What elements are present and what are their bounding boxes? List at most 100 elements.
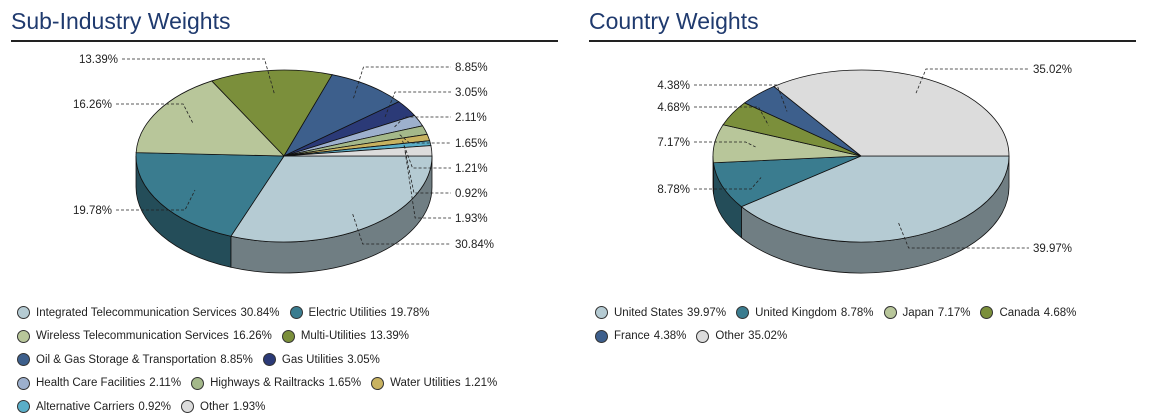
- pie-top: [712, 69, 1010, 243]
- leader-line: [122, 58, 275, 95]
- leader-line: [384, 91, 451, 118]
- legend-item-integrated-telecommunication-services[interactable]: Integrated Telecommunication Services 30.…: [17, 306, 280, 320]
- legend-value: 1.65%: [328, 377, 362, 390]
- legend-value: 7.17%: [937, 306, 971, 319]
- legend-value: 16.26%: [232, 330, 272, 343]
- legend-value: 30.84%: [240, 306, 280, 319]
- legend-item-water-utilities[interactable]: Water Utilities 1.21%: [371, 376, 498, 390]
- legend-item-other[interactable]: Other 35.02%: [696, 329, 787, 343]
- legend-swatch-icon: [980, 306, 994, 320]
- legend-swatch-icon: [262, 353, 276, 367]
- sub-industry-pie-chart: 8.85% 3.05% 2.11% 1.65% 1.21% 0.92% 1.93% 30.84…: [73, 54, 494, 274]
- pie-labels: 35.02% 39.97% 4.38% 4.68% 7.17% 8.78%: [657, 64, 1072, 255]
- country-legend: United States 39.97% United Kingdom 8.78% Ja…: [595, 301, 1155, 348]
- pie-slice-wireless-telecommunication-services[interactable]: [135, 80, 285, 157]
- slice-label-united-states: 39.97%: [1033, 243, 1072, 255]
- legend-value: 4.68%: [1043, 306, 1077, 319]
- legend-swatch-icon: [191, 376, 205, 390]
- leader-line: [116, 189, 196, 211]
- legend-item-alternative-carriers[interactable]: Alternative Carriers 0.92%: [17, 400, 172, 414]
- legend-swatch-icon: [181, 400, 195, 414]
- slice-label-highways-and-railtracks: 1.65%: [455, 138, 488, 150]
- legend-item-united-states[interactable]: United States 39.97%: [595, 306, 726, 320]
- slice-label-alternative-carriers: 0.92%: [455, 188, 488, 200]
- leader-line: [694, 177, 762, 190]
- legend-swatch-icon: [289, 306, 303, 320]
- legend-swatch-icon: [17, 353, 30, 367]
- leader-line: [353, 66, 451, 99]
- leader-line: [404, 151, 451, 219]
- legend-swatch-icon: [17, 400, 30, 414]
- leader-line: [403, 145, 451, 194]
- legend-swatch-icon: [883, 306, 897, 320]
- legend-label: Water Utilities: [390, 377, 461, 390]
- legend-item-united-kingdom[interactable]: United Kingdom 8.78%: [736, 306, 874, 320]
- legend-label: Other: [200, 400, 229, 413]
- country-panel: Country Weights 35.02% 39.97% 4.38% 4.68% 7.…: [578, 0, 1172, 420]
- pie-top: [135, 69, 433, 243]
- legend-item-highways-and-railtracks[interactable]: Highways & Railtracks 1.65%: [191, 376, 362, 390]
- legend-row: France 4.38% Other 35.02%: [595, 325, 1155, 349]
- slice-label-health-care-facilities: 2.11%: [455, 112, 487, 124]
- legend-swatch-icon: [371, 376, 385, 390]
- legend-label: Canada: [999, 306, 1040, 319]
- slice-label-electric-utilities: 19.78%: [73, 205, 112, 217]
- sub-industry-title: Sub-Industry Weights: [11, 8, 231, 34]
- legend-item-canada[interactable]: Canada 4.68%: [980, 306, 1077, 320]
- legend-item-oil-and-gas-storage-and-transportation[interactable]: Oil & Gas Storage & Transportation 8.85%: [17, 353, 253, 367]
- pie-slice-other[interactable]: [773, 69, 1010, 157]
- legend-label: Oil & Gas Storage & Transportation: [36, 353, 217, 366]
- legend-label: Health Care Facilities: [36, 377, 146, 390]
- slice-label-canada: 4.68%: [657, 102, 690, 114]
- legend-label: Electric Utilities: [308, 306, 387, 319]
- legend-value: 8.85%: [220, 353, 253, 366]
- legend-swatch-icon: [17, 306, 30, 320]
- legend-item-gas-utilities[interactable]: Gas Utilities 3.05%: [262, 353, 380, 367]
- pie-slice-electric-utilities[interactable]: [135, 152, 285, 237]
- legend-label: Highways & Railtracks: [210, 377, 325, 390]
- legend-label: Integrated Telecommunication Services: [36, 306, 237, 319]
- legend-item-electric-utilities[interactable]: Electric Utilities 19.78%: [289, 306, 430, 320]
- legend-value: 1.21%: [464, 377, 498, 390]
- pie-slice-multi-utilities[interactable]: [211, 69, 333, 157]
- slice-label-oil-and-gas-storage-and-transportation: 8.85%: [455, 62, 488, 74]
- legend-label: France: [614, 330, 650, 343]
- legend-item-other[interactable]: Other 1.93%: [181, 400, 266, 414]
- legend-swatch-icon: [696, 329, 710, 343]
- sub-industry-panel: Sub-Industry Weights 8.85% 3.05% 2.11% 1.65…: [0, 0, 570, 420]
- legend-swatch-icon: [595, 306, 608, 320]
- legend-item-health-care-facilities[interactable]: Health Care Facilities 2.11%: [17, 376, 181, 390]
- leader-line: [399, 134, 451, 144]
- slice-label-gas-utilities: 3.05%: [455, 87, 488, 99]
- legend-row: Integrated Telecommunication Services 30.…: [17, 301, 562, 325]
- legend-item-france[interactable]: France 4.38%: [595, 329, 686, 343]
- legend-swatch-icon: [595, 329, 608, 343]
- slice-label-japan: 7.17%: [657, 137, 690, 149]
- pie-slice-oil-and-gas-storage-and-transportation[interactable]: [282, 74, 400, 157]
- slice-label-multi-utilities: 13.39%: [79, 54, 118, 66]
- legend-item-multi-utilities[interactable]: Multi-Utilities 13.39%: [281, 329, 410, 343]
- slice-label-wireless-telecommunication-services: 16.26%: [73, 99, 112, 111]
- legend-row: United States 39.97% United Kingdom 8.78% Ja…: [595, 301, 1155, 325]
- pie-slice-united-kingdom[interactable]: [713, 155, 862, 208]
- country-pie-chart: 35.02% 39.97% 4.38% 4.68% 7.17% 8.78%: [657, 64, 1072, 274]
- pie-slice-united-states[interactable]: [740, 155, 1010, 243]
- country-title: Country Weights: [589, 8, 759, 34]
- legend-swatch-icon: [17, 376, 30, 390]
- legend-value: 1.93%: [232, 400, 266, 413]
- pie-slice-other[interactable]: [283, 145, 433, 157]
- leader-line: [116, 103, 194, 124]
- legend-label: Alternative Carriers: [36, 400, 135, 413]
- leader-line: [915, 68, 1029, 94]
- legend-value: 0.92%: [138, 400, 172, 413]
- legend-swatch-icon: [736, 306, 750, 320]
- legend-value: 13.39%: [370, 330, 410, 343]
- legend-item-japan[interactable]: Japan 7.17%: [883, 306, 971, 320]
- legend-label: Multi-Utilities: [300, 330, 366, 343]
- legend-row: Wireless Telecommunication Services 16.26…: [17, 325, 562, 349]
- legend-item-wireless-telecommunication-services[interactable]: Wireless Telecommunication Services 16.26…: [17, 329, 272, 343]
- legend-row: Oil & Gas Storage & Transportation 8.85% G…: [17, 348, 562, 372]
- pie-slice-integrated-telecommunication-services[interactable]: [230, 155, 433, 243]
- slice-label-other: 35.02%: [1033, 64, 1072, 76]
- legend-swatch-icon: [17, 329, 30, 343]
